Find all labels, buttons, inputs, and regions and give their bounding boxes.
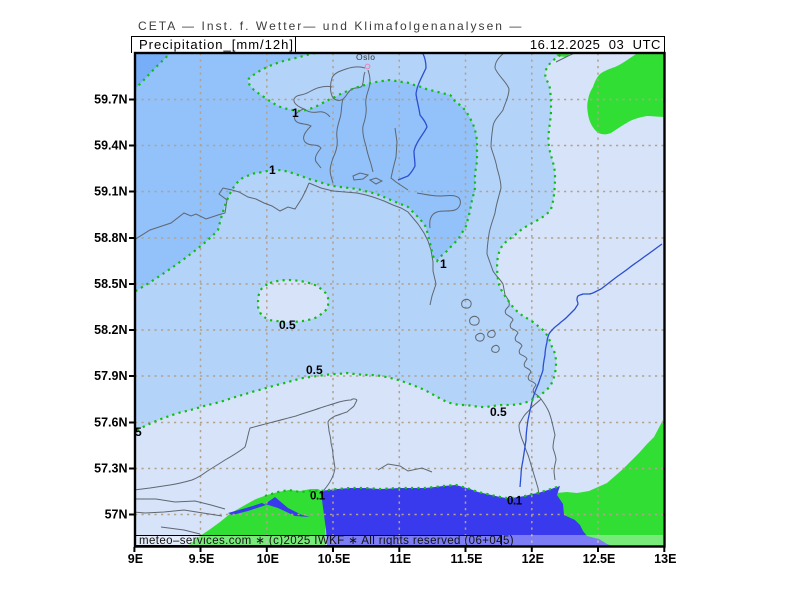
svg-text:9E: 9E xyxy=(128,552,143,566)
svg-text:58.8N: 58.8N xyxy=(94,231,127,245)
svg-text:0.5: 0.5 xyxy=(125,425,142,439)
svg-text:11.5E: 11.5E xyxy=(451,552,483,566)
svg-text:59.1N: 59.1N xyxy=(94,185,127,199)
svg-text:1: 1 xyxy=(292,106,299,120)
svg-text:57N: 57N xyxy=(105,508,128,522)
svg-text:59.4N: 59.4N xyxy=(94,139,127,153)
svg-text:16.12.2025 03 UTC: 16.12.2025 03 UTC xyxy=(530,37,661,52)
svg-text:meteo–services.com ∗ (c)2025 I: meteo–services.com ∗ (c)2025 IWKF ∗ All … xyxy=(139,535,514,547)
svg-text:0.5: 0.5 xyxy=(490,405,507,419)
svg-text:57.9N: 57.9N xyxy=(94,369,127,383)
svg-text:12.5E: 12.5E xyxy=(583,552,616,566)
svg-text:Oslo: Oslo xyxy=(356,52,375,62)
svg-text:57.6N: 57.6N xyxy=(94,416,127,430)
svg-text:57.3N: 57.3N xyxy=(94,462,127,476)
svg-text:58.5N: 58.5N xyxy=(94,277,127,291)
svg-text:1: 1 xyxy=(269,163,276,177)
svg-text:0.1: 0.1 xyxy=(310,491,326,503)
svg-text:0.5: 0.5 xyxy=(306,363,323,377)
svg-text:CETA — Inst. f. Wetter— und Kl: CETA — Inst. f. Wetter— und Klimafolgena… xyxy=(138,19,523,33)
svg-text:10E: 10E xyxy=(257,552,279,566)
svg-text:58.2N: 58.2N xyxy=(94,323,127,337)
svg-text:0.1: 0.1 xyxy=(507,496,523,508)
svg-text:10.5E: 10.5E xyxy=(318,552,351,566)
svg-text:59.7N: 59.7N xyxy=(94,93,127,107)
svg-text:0.5: 0.5 xyxy=(279,318,296,332)
svg-text:9.5E: 9.5E xyxy=(189,552,215,566)
svg-text:1: 1 xyxy=(440,257,447,271)
svg-text:Precipitation_[mm/12h]: Precipitation_[mm/12h] xyxy=(139,37,294,52)
svg-text:11E: 11E xyxy=(390,552,412,566)
svg-text:12E: 12E xyxy=(522,552,544,566)
svg-text:13E: 13E xyxy=(654,552,676,566)
